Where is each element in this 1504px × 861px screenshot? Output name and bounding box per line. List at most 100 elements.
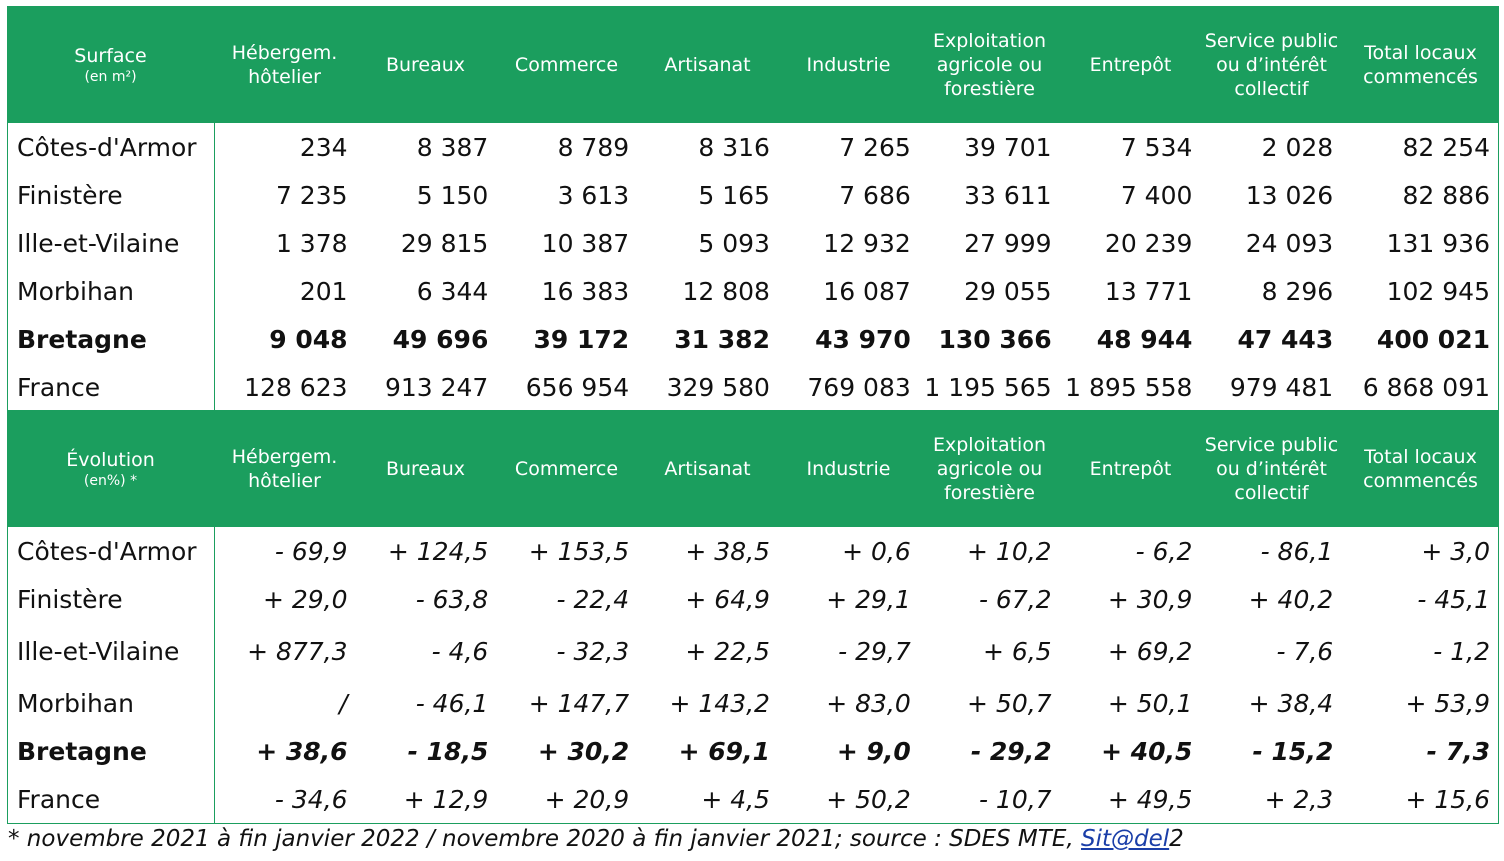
row-label: Morbihan — [8, 679, 215, 727]
table-cell: + 2,3 — [1264, 784, 1334, 814]
table-cell: - 45,1 — [1417, 584, 1490, 614]
table-cell: 39 172 — [533, 324, 630, 354]
header-unit: (en%) * — [83, 472, 138, 489]
table-cell: + 50,7 — [967, 688, 1052, 718]
column-header: Entrepôt — [1089, 53, 1172, 76]
table-cell: + 29,1 — [826, 584, 911, 614]
table-row: Finistère + 29,0 - 63,8 - 22,4 + 64,9 + 29,1 -… — [8, 575, 1498, 623]
footnote: * novembre 2021 à fin janvier 2022 / nov… — [8, 826, 1184, 852]
table-cell: 1 895 558 — [1065, 372, 1193, 402]
table-cell: 49 696 — [392, 324, 489, 354]
surface-table: Surface (en m²) Hébergem. hôtelier Bureaux C… — [7, 6, 1499, 411]
table-cell: 769 083 — [807, 372, 911, 402]
table-cell: 8 789 — [557, 132, 630, 162]
table-cell: 5 093 — [698, 228, 770, 258]
table-cell: - 6,2 — [1135, 536, 1193, 566]
row-label: Ille-et-Vilaine — [8, 219, 215, 267]
table-cell: 6 344 — [416, 276, 489, 306]
table-cell: 82 886 — [1402, 180, 1490, 210]
table-cell: + 0,6 — [842, 536, 911, 566]
table-cell: - 46,1 — [415, 688, 489, 718]
table-cell: + 69,2 — [1107, 636, 1193, 666]
table-row: Côtes-d'Armor - 69,9 + 124,5 + 153,5 + 38,5 +… — [8, 527, 1498, 575]
table-cell: - 34,6 — [274, 784, 348, 814]
table-cell: + 6,5 — [982, 636, 1052, 666]
table-cell: 10 387 — [541, 228, 630, 258]
column-header: Artisanat — [664, 457, 751, 480]
table-cell: 7 686 — [839, 180, 911, 210]
table-cell: - 32,3 — [556, 636, 630, 666]
table-cell: 913 247 — [384, 372, 489, 402]
table-cell: + 50,1 — [1107, 688, 1193, 718]
row-label: Bretagne — [8, 727, 215, 775]
table-cell: 130 366 — [938, 324, 1052, 354]
table-cell: + 69,1 — [678, 736, 770, 766]
table-cell: - 7,3 — [1426, 736, 1490, 766]
row-label: Morbihan — [8, 267, 215, 315]
column-header: Service public ou d’intérêt collectif — [1204, 433, 1339, 504]
column-header: Artisanat — [664, 53, 751, 76]
table-cell: 329 580 — [666, 372, 770, 402]
table-cell: 24 093 — [1245, 228, 1334, 258]
table-cell: 39 701 — [964, 132, 1052, 162]
table-cell: - 29,7 — [838, 636, 911, 666]
table-cell: 6 868 091 — [1362, 372, 1490, 402]
row-label: Ille-et-Vilaine — [8, 623, 215, 679]
table-cell: 1 378 — [275, 228, 348, 258]
table-cell: - 7,6 — [1276, 636, 1334, 666]
table-cell: + 124,5 — [387, 536, 489, 566]
table-cell: 2 028 — [1261, 132, 1334, 162]
table-header: Évolution (en%) * Hébergem. hôtelier Bureau… — [7, 410, 1499, 527]
table-cell: 7 534 — [1120, 132, 1193, 162]
column-header: Entrepôt — [1089, 457, 1172, 480]
table-cell: + 30,9 — [1107, 584, 1193, 614]
table-cell: 82 254 — [1402, 132, 1490, 162]
table-cell: + 877,3 — [247, 636, 348, 666]
table-cell: 9 048 — [269, 324, 348, 354]
column-header: Commerce — [514, 53, 619, 76]
table-cell: - 29,2 — [970, 736, 1052, 766]
table-body: Côtes-d'Armor 234 8 387 8 789 8 316 7 265 39 7… — [7, 123, 1499, 411]
table-cell: 400 021 — [1376, 324, 1490, 354]
row-label: Finistère — [8, 575, 215, 623]
column-header: Hébergem. hôtelier — [231, 41, 338, 88]
column-header: Commerce — [514, 457, 619, 480]
column-header: Bureaux — [385, 53, 466, 76]
footnote-suffix: 2 — [1169, 826, 1184, 852]
table-cell: 234 — [299, 132, 348, 162]
table-cell: 7 265 — [839, 132, 911, 162]
row-label: France — [8, 363, 215, 411]
column-header: Total locaux commencés — [1363, 445, 1478, 492]
table-cell: - 1,2 — [1433, 636, 1490, 666]
table-cell: 12 932 — [823, 228, 911, 258]
table-cell: - 86,1 — [1260, 536, 1334, 566]
table-cell: + 83,0 — [826, 688, 911, 718]
table-cell: - 69,9 — [274, 536, 348, 566]
table-cell: 201 — [299, 276, 348, 306]
table-cell: 29 055 — [964, 276, 1052, 306]
row-label: Finistère — [8, 171, 215, 219]
table-cell: 656 954 — [525, 372, 630, 402]
table-cell: - 15,2 — [1252, 736, 1334, 766]
table-cell: 979 481 — [1229, 372, 1334, 402]
table-cell: 1 195 565 — [924, 372, 1052, 402]
table-cell: + 153,5 — [528, 536, 630, 566]
table-row: Ille-et-Vilaine 1 378 29 815 10 387 5 093 12 … — [8, 219, 1498, 267]
table-header: Surface (en m²) Hébergem. hôtelier Bureaux C… — [7, 6, 1499, 123]
table-cell: + 147,7 — [528, 688, 630, 718]
header-unit: (en m²) — [84, 68, 137, 85]
row-label: Bretagne — [8, 315, 215, 363]
table-cell: - 4,6 — [431, 636, 489, 666]
column-header: Hébergem. hôtelier — [231, 445, 338, 492]
table-cell: 102 945 — [1386, 276, 1490, 306]
sitadel-link[interactable]: Sit@del — [1080, 826, 1170, 852]
table-row: Bretagne + 38,6 - 18,5 + 30,2 + 69,1 + 9,0 - 2… — [8, 727, 1498, 775]
table-cell: + 22,5 — [685, 636, 770, 666]
table-cell: + 38,4 — [1248, 688, 1334, 718]
header-title: Surface — [74, 44, 147, 67]
table-cell: - 22,4 — [556, 584, 630, 614]
table-cell: 47 443 — [1237, 324, 1334, 354]
table-cell: + 38,6 — [256, 736, 348, 766]
table-cell: + 30,2 — [537, 736, 630, 766]
table-cell: 7 400 — [1120, 180, 1193, 210]
